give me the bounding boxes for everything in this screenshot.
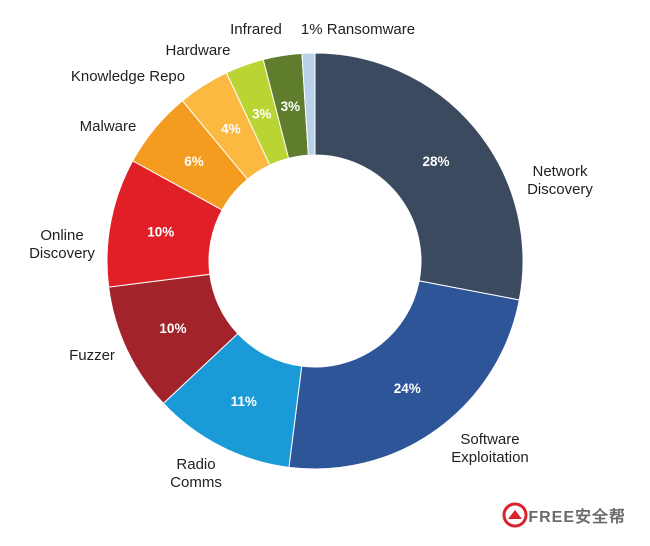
percent-label: 11% [231,394,257,409]
category-label: Malware [80,118,137,135]
percent-label: 10% [147,225,174,240]
percent-label: 28% [422,154,449,169]
slice-network-discovery [314,52,524,301]
slices-group [106,52,524,470]
percent-labels-group: 28% 24% 11% 10% 10% 6% 4% 3% 3% [147,99,449,409]
watermark-logo-icon [502,502,528,528]
category-label: Fuzzer [69,347,115,364]
percent-label: 4% [221,121,241,136]
slice-ransomware [301,52,316,156]
category-label: Knowledge Repo [71,68,185,85]
percent-label: 3% [252,106,272,121]
category-label: Online Discovery [29,227,95,262]
watermark: FREE安全帮 [502,502,626,528]
category-label: Network Discovery [527,163,593,198]
slice-software-exploitation [288,280,520,470]
category-label: 1% Ransomware [301,21,415,38]
category-label: Radio Comms [170,456,222,491]
percent-label: 3% [281,99,301,114]
watermark-text: FREE安全帮 [528,509,626,526]
category-labels-group: Network Discovery Software Exploitation Radi… [29,21,593,491]
percent-label: 24% [394,381,421,396]
percent-label: 10% [159,321,186,336]
percent-label: 6% [184,154,204,169]
category-label: Hardware [165,42,230,59]
category-label: Infrared [230,21,282,38]
category-label: Software Exploitation [451,431,529,466]
